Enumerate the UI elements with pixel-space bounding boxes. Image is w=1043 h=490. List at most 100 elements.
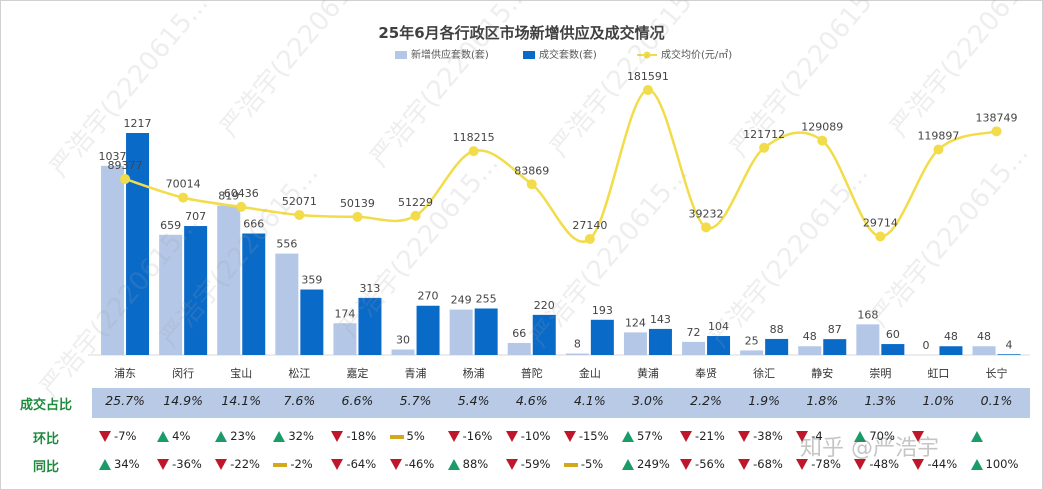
mom-cell: -4 <box>796 429 854 443</box>
mom-cell: -10% <box>505 429 564 443</box>
label-price: 39232 <box>689 207 724 220</box>
mom-value: 5% <box>406 429 425 443</box>
share-cell: 5.4% <box>457 393 490 408</box>
yoy-cell: -5% <box>563 457 622 471</box>
mom-value: -15% <box>578 429 609 443</box>
price-point <box>468 146 479 157</box>
yoy-value: 88% <box>462 457 489 471</box>
down-triangle-icon <box>738 431 751 442</box>
share-cell: 6.6% <box>341 393 374 408</box>
label-supply: 25 <box>745 334 759 347</box>
x-tick-label: 徐汇 <box>753 366 775 380</box>
x-tick-label: 普陀 <box>521 366 543 380</box>
price-point <box>120 173 131 184</box>
label-price: 138749 <box>976 111 1018 124</box>
label-supply: 8 <box>574 338 581 351</box>
mom-cell: 70% <box>854 429 912 443</box>
up-triangle-icon <box>215 431 228 442</box>
label-supply: 174 <box>334 307 355 320</box>
down-triangle-icon <box>680 431 693 442</box>
down-triangle-icon <box>331 431 344 442</box>
label-supply: 659 <box>160 219 181 232</box>
share-cell: 14.9% <box>163 393 203 408</box>
label-deals: 60 <box>886 328 900 341</box>
x-tick-label: 闵行 <box>172 366 194 380</box>
share-cell: 3.0% <box>632 393 664 408</box>
label-deals: 143 <box>650 313 671 326</box>
yoy-value: -56% <box>695 457 725 471</box>
bar-supply <box>565 353 589 355</box>
bar-deals <box>300 289 324 355</box>
share-band <box>92 388 1030 418</box>
bar-supply <box>740 350 764 355</box>
label-deals: 4 <box>1006 338 1013 351</box>
up-triangle-icon <box>854 431 867 442</box>
label-supply: 1037 <box>99 150 127 163</box>
mom-value: 32% <box>288 429 314 443</box>
label-deals: 104 <box>708 320 729 333</box>
yoy-cell: -48% <box>854 457 912 471</box>
mom-value: -38% <box>753 429 783 443</box>
yoy-cell: -68% <box>738 457 796 471</box>
label-supply: 48 <box>977 330 991 343</box>
label-supply: 556 <box>276 238 297 251</box>
bar-supply <box>217 205 241 355</box>
mom-cell: -15% <box>563 429 622 443</box>
price-point <box>933 144 944 155</box>
price-point <box>584 234 595 244</box>
down-triangle-icon <box>447 431 460 442</box>
yoy-value: -68% <box>753 457 783 471</box>
up-triangle-icon <box>621 459 634 470</box>
down-triangle-icon <box>505 431 518 442</box>
label-deals: 313 <box>359 282 380 295</box>
bar-supply <box>682 341 706 355</box>
chart-plot: 1037 1217 浦东 659 707 闵行 819 666 宝山 556 359 松江 174 313… <box>88 70 1030 380</box>
share-cell: 7.6% <box>283 393 316 408</box>
bar-deals <box>358 297 382 355</box>
label-price: 50139 <box>340 197 375 210</box>
legend-item-deals: 成交套数(套) <box>523 46 597 61</box>
mom-cell: -38% <box>738 429 796 443</box>
label-supply: 819 <box>218 190 239 203</box>
share-cell: 1.0% <box>922 393 955 408</box>
label-deals: 87 <box>828 323 842 336</box>
yoy-cell: -56% <box>680 457 738 471</box>
label-deals: 193 <box>592 304 613 317</box>
mom-value: 4% <box>172 429 191 443</box>
label-price: 119897 <box>917 130 959 143</box>
x-tick-label: 杨浦 <box>463 366 485 380</box>
x-tick-label: 浦东 <box>114 367 136 380</box>
mom-cell: 4% <box>157 429 215 443</box>
label-price: 60436 <box>224 187 259 200</box>
legend-label-supply: 新增供应套数(套) <box>411 50 489 61</box>
yoy-value: -78% <box>811 457 841 471</box>
bar-deals <box>474 308 498 355</box>
price-point <box>759 142 770 153</box>
share-cell: 1.9% <box>748 393 781 408</box>
mom-cell: -16% <box>447 429 506 443</box>
label-deals: 359 <box>301 274 322 287</box>
up-triangle-icon <box>970 431 983 442</box>
label-price: 121712 <box>743 128 785 141</box>
label-deals: 220 <box>534 299 555 312</box>
label-deals: 88 <box>770 323 784 336</box>
bar-deals <box>648 328 672 355</box>
bar-deals <box>590 319 614 355</box>
legend-item-price: 成交均价(元/㎡) <box>637 46 732 61</box>
bar-supply <box>391 349 415 355</box>
down-triangle-icon <box>854 459 867 470</box>
bar-deals <box>126 133 150 355</box>
down-triangle-icon <box>912 431 925 442</box>
yoy-cell: -64% <box>331 457 389 471</box>
bar-supply <box>449 309 473 355</box>
share-cell: 2.2% <box>690 393 722 408</box>
mom-cell: 5% <box>389 429 448 443</box>
mom-value: -10% <box>520 429 551 443</box>
yoy-cell: -44% <box>912 457 970 471</box>
up-triangle-icon <box>447 459 460 470</box>
mom-cell: -21% <box>680 429 738 443</box>
share-cell: 4.1% <box>573 393 606 408</box>
legend-item-supply: 新增供应套数(套) <box>395 46 489 61</box>
down-triangle-icon <box>157 459 170 470</box>
bar-supply <box>507 342 531 355</box>
